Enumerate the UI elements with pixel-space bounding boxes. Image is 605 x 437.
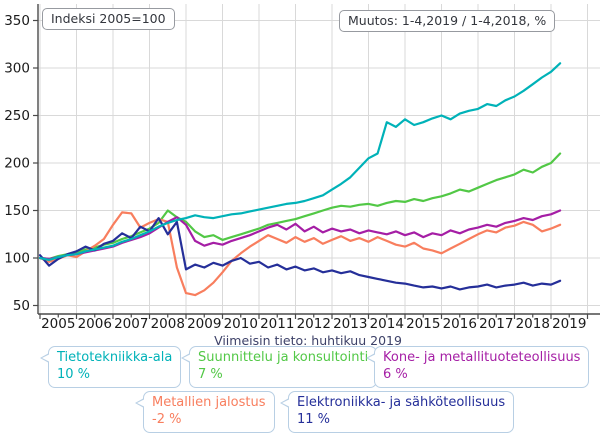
index-base-note: Indeksi 2005=100: [42, 8, 175, 30]
x-axis-year-label: 2017: [479, 316, 513, 332]
legend-change-value: -2 %: [152, 412, 182, 428]
x-axis-year-label: 2007: [114, 316, 148, 332]
legend-kone-ja-metallituoteteollisuus: Kone- ja metallituoteteollisuus 6 %: [365, 346, 590, 389]
legend-change-value: 11 %: [297, 412, 331, 428]
series-line-4: [38, 217, 562, 291]
x-axis-year-label: 2012: [297, 316, 331, 332]
y-axis-tick-label: 300: [4, 61, 30, 77]
y-axis-tick-label: 200: [4, 156, 30, 172]
x-axis-year-label: 2019: [552, 316, 586, 332]
x-axis-year-label: 2009: [187, 316, 221, 332]
legend-series-label: Tietotekniikka-ala: [57, 350, 173, 365]
y-axis-tick-label: 50: [13, 298, 30, 314]
x-axis-year-label: 2011: [260, 316, 294, 332]
x-axis-year-label: 2010: [224, 316, 258, 332]
legend-change-value: 7 %: [198, 367, 223, 383]
x-axis-year-label: 2005: [41, 316, 75, 332]
latest-data-note: Viimeisin tieto: huhtikuu 2019: [214, 333, 402, 348]
series-line-3: [38, 211, 562, 297]
y-axis-tick-label: 150: [4, 203, 30, 219]
series-line-1: [38, 152, 562, 260]
legend-series-label: Suunnittelu ja konsultointi: [198, 350, 369, 365]
y-axis-tick-label: 350: [4, 13, 30, 29]
y-axis-tick-label: 250: [4, 108, 30, 124]
legend-elektroniikka-ja-sahkoteollisuus: Elektroniikka- ja sähköteollisuus 11 %: [279, 391, 515, 434]
legend-change-value: 6 %: [383, 367, 408, 383]
change-period-note: Muutos: 1-4,2019 / 1-4,2018, %: [339, 10, 556, 32]
x-axis-year-label: 2008: [151, 316, 185, 332]
x-axis-year-label: 2016: [443, 316, 477, 332]
line-chart: 2005 2006 2007 2008 2009 2010 2011 2012 2013 2014…: [4, 4, 600, 332]
series-line-0: [38, 62, 562, 261]
legend-series-label: Kone- ja metallituoteteollisuus: [383, 350, 581, 365]
y-axis-tick-label: 100: [4, 251, 30, 267]
legend-series-label: Metallien jalostus: [152, 395, 266, 410]
x-axis-year-label: 2018: [516, 316, 550, 332]
legend-suunnittelu-ja-konsultointi: Suunnittelu ja konsultointi 7 %: [180, 346, 378, 389]
x-axis-year-label: 2013: [333, 316, 367, 332]
legend-metallien-jalostus: Metallien jalostus -2 %: [135, 391, 275, 434]
legend-tietotekniikka-ala: Tietotekniikka-ala 10 %: [39, 346, 182, 389]
legend-change-value: 10 %: [57, 367, 91, 383]
x-axis-year-label: 2015: [406, 316, 440, 332]
x-axis-year-label: 2014: [370, 316, 404, 332]
x-axis-year-label: 2006: [78, 316, 112, 332]
legend-series-label: Elektroniikka- ja sähköteollisuus: [297, 395, 506, 410]
